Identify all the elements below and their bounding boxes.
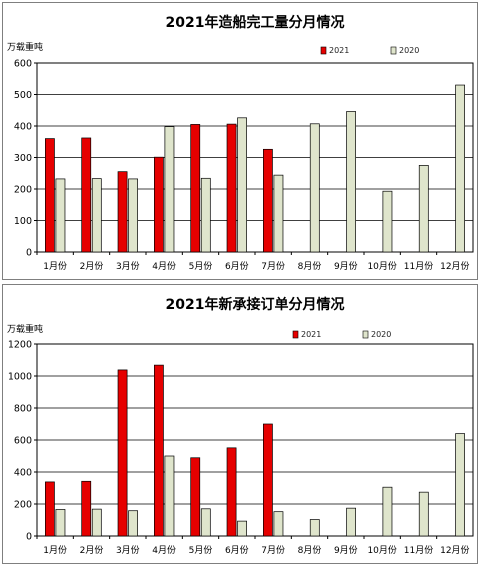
bar-2021-7 — [263, 148, 273, 253]
y-tick-label: 400 — [14, 122, 32, 133]
y-tick-label: 1000 — [8, 372, 32, 383]
x-tick-label: 11月份 — [404, 544, 433, 556]
x-tick-label: 2月份 — [80, 544, 104, 556]
y-tick-label: 200 — [14, 185, 32, 196]
x-tick-label: 9月份 — [334, 260, 358, 272]
bar-2020-8 — [309, 519, 320, 537]
y-tick-label: 1200 — [8, 340, 32, 351]
bar-2021-6 — [226, 123, 237, 253]
x-tick-label: 6月份 — [225, 544, 249, 556]
y-tick-label: 800 — [14, 404, 32, 415]
bar-2020-11 — [418, 491, 429, 537]
bar-2021-1 — [45, 481, 55, 537]
bar-2020-6 — [237, 520, 247, 537]
y-axis-label: 万载重吨 — [7, 41, 43, 53]
bar-2021-5 — [190, 457, 201, 537]
bar-2020-1 — [55, 509, 66, 537]
x-tick-label: 8月份 — [298, 544, 322, 556]
bar-2020-4 — [164, 455, 175, 537]
bar-2020-7 — [273, 174, 284, 253]
bar-2020-2 — [91, 508, 102, 537]
x-tick-label: 4月份 — [152, 544, 176, 556]
x-tick-label: 12月份 — [440, 544, 469, 556]
x-tick-label: 8月份 — [298, 260, 322, 272]
bar-2020-9 — [346, 111, 356, 253]
y-tick-label: 100 — [14, 216, 32, 227]
bar-2020-6 — [237, 117, 247, 253]
x-tick-label: 1月份 — [43, 544, 67, 556]
bar-2021-2 — [81, 137, 92, 253]
bar-2020-10 — [382, 486, 393, 537]
bar-2021-3 — [117, 369, 128, 537]
legend-swatch-2021 — [292, 330, 299, 339]
chart-title: 2021年新承接订单分月情况 — [166, 296, 345, 313]
x-tick-label: 4月份 — [152, 260, 176, 272]
bar-2020-9 — [346, 507, 356, 537]
bar-2021-6 — [226, 447, 237, 537]
legend-swatch-2021 — [320, 46, 327, 55]
x-tick-label: 10月份 — [367, 544, 396, 556]
bar-2021-4 — [154, 156, 164, 253]
legend-label-2021: 2021 — [329, 46, 349, 55]
bar-2020-1 — [55, 178, 66, 253]
bar-2021-2 — [81, 480, 92, 537]
bar-2021-4 — [154, 364, 164, 537]
x-tick-label: 3月份 — [116, 260, 140, 272]
y-axis-label: 万载重吨 — [7, 323, 43, 335]
bar-2020-8 — [309, 123, 320, 253]
chart-panel-new-orders: 2021年新承接订单分月情况万载重吨 0 200 400 600 800 1000 1200 1… — [2, 284, 478, 564]
bar-2020-12 — [455, 84, 465, 253]
x-tick-label: 9月份 — [334, 544, 358, 556]
x-tick-label: 2月份 — [80, 260, 104, 272]
y-tick-label: 0 — [26, 248, 32, 259]
legend-swatch-2020 — [390, 46, 397, 55]
bar-2020-5 — [200, 177, 211, 253]
y-tick-label: 600 — [14, 59, 32, 70]
bar-2020-12 — [455, 433, 465, 537]
legend-label-2020: 2020 — [399, 46, 419, 55]
y-tick-label: 600 — [14, 436, 32, 447]
chart-panel-completions: 2021年造船完工量分月情况万载重吨 0 100 200 300 400 500 600 1月份… — [2, 2, 478, 280]
legend-swatch-2020 — [362, 330, 369, 339]
bar-2020-11 — [418, 165, 429, 253]
bar-2020-5 — [200, 508, 211, 537]
bar-2020-3 — [128, 178, 138, 253]
bar-2020-3 — [128, 510, 138, 537]
bar-2020-7 — [273, 511, 284, 537]
legend-label-2021: 2021 — [301, 330, 321, 339]
x-tick-label: 1月份 — [43, 260, 67, 272]
x-tick-label: 5月份 — [189, 544, 213, 556]
x-tick-label: 5月份 — [189, 260, 213, 272]
bar-2021-7 — [263, 423, 273, 537]
y-tick-label: 400 — [14, 468, 32, 479]
x-tick-label: 3月份 — [116, 544, 140, 556]
bar-2020-10 — [382, 190, 393, 253]
x-tick-label: 6月份 — [225, 260, 249, 272]
y-tick-label: 0 — [26, 532, 32, 543]
x-tick-label: 12月份 — [440, 260, 469, 272]
y-tick-label: 300 — [14, 153, 32, 164]
bar-2021-1 — [45, 138, 55, 253]
x-tick-label: 7月份 — [261, 544, 285, 556]
bar-2020-4 — [164, 126, 175, 253]
y-tick-label: 500 — [14, 90, 32, 101]
x-tick-label: 10月份 — [367, 260, 396, 272]
y-tick-label: 200 — [14, 500, 32, 511]
bar-2021-5 — [190, 124, 201, 253]
legend-label-2020: 2020 — [371, 330, 391, 339]
chart-title: 2021年造船完工量分月情况 — [166, 14, 345, 31]
x-tick-label: 7月份 — [261, 260, 285, 272]
bar-2020-2 — [91, 178, 102, 253]
x-tick-label: 11月份 — [404, 260, 433, 272]
bar-2021-3 — [117, 171, 128, 253]
